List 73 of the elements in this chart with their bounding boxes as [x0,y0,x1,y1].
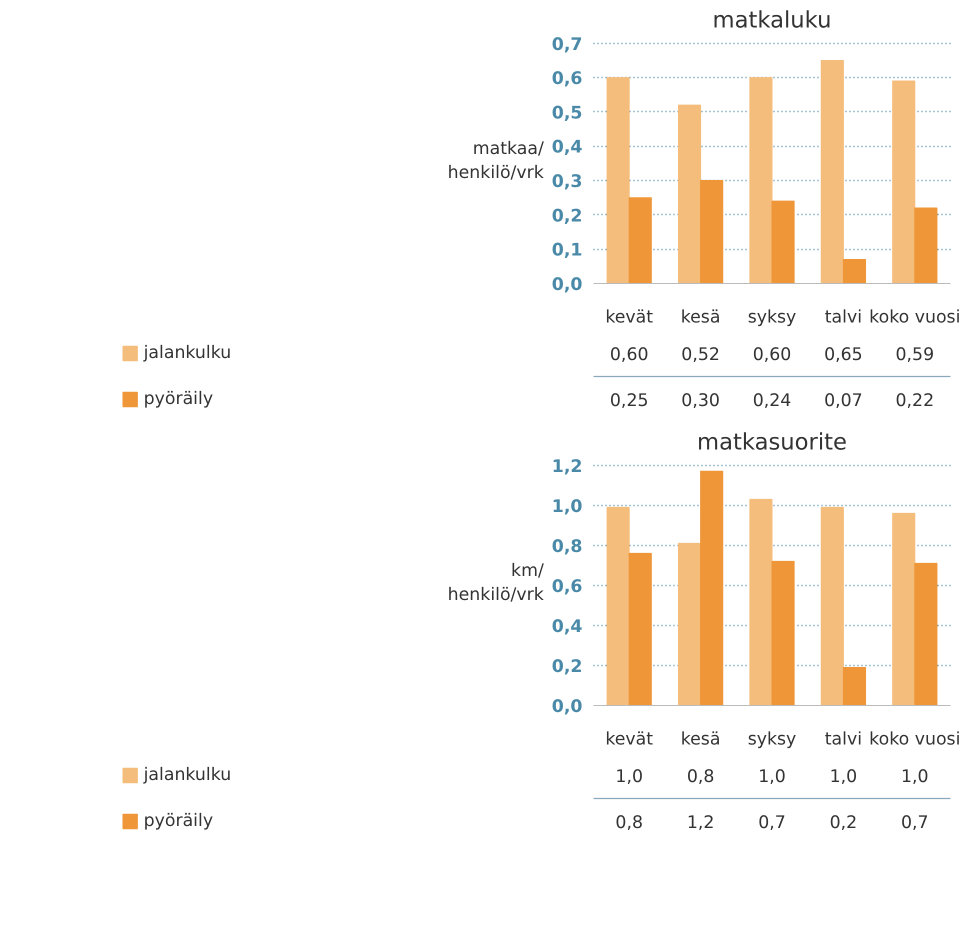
y-tick-label: 0,6 [552,576,583,597]
bar [700,470,724,706]
data-label: 0,8 [615,813,643,833]
data-label: 0,07 [824,391,863,411]
x-tick-label: kesä [680,730,720,750]
x-tick-label: syksy [748,308,796,328]
data-label: 0,7 [901,813,929,833]
y-tick-label: 0,2 [552,206,583,226]
y-tick-label: 0,6 [552,69,583,90]
x-tick-label: syksy [748,730,796,750]
x-tick-label: koko vuosi [869,308,960,328]
bar [772,200,795,284]
data-label: 0,8 [686,767,714,787]
y-tick-label: 0,5 [552,103,583,124]
data-label: 1,0 [830,767,858,787]
x-tick-label: kevät [605,308,654,328]
bar [820,506,844,706]
y-tick-label: 0,7 [552,34,583,55]
bar [892,512,916,706]
bar [842,666,866,706]
data-label: 1,2 [686,813,714,833]
bar [914,562,938,706]
bar [914,208,938,284]
y-tick-label: 0,3 [552,172,583,192]
data-label: 1,0 [901,767,929,787]
data-label: 1,0 [758,767,786,787]
data-label: 0,30 [681,391,720,411]
y-tick-label: 0,8 [552,536,583,557]
data-label: 0,22 [896,391,934,411]
bar [749,77,772,284]
x-tick-label: talvi [824,308,862,328]
x-tick-label: kesä [680,308,720,328]
data-label: 0,25 [610,391,649,411]
bar [628,197,652,284]
y-tick-label: 1,0 [552,496,583,517]
y-tick-label: 1,2 [552,456,583,477]
data-label: 0,52 [681,345,720,365]
y-tick-label: 0,0 [552,697,583,717]
bar [628,552,652,706]
y-tick-label: 0,1 [552,240,583,261]
chart-title: matkasuorite [697,430,847,456]
data-label: 0,24 [752,391,792,411]
x-tick-label: talvi [824,730,862,750]
bar [678,542,702,706]
y-axis-title: matkaa/ henkilö/vrk [448,139,544,183]
bar [892,80,916,284]
bar [749,498,772,706]
bar [820,60,844,284]
data-label: 0,7 [758,813,786,833]
bar [678,104,702,284]
y-tick-label: 0,4 [552,616,583,637]
bar [842,258,866,284]
bar [772,560,795,706]
legend-label: pyöräily [144,811,214,831]
data-label: 0,60 [610,345,649,365]
data-label: 1,0 [615,767,643,787]
y-tick-label: 0,4 [552,138,583,158]
y-axis-title: km/ henkilö/vrk [448,561,544,605]
legend-label: jalankulku [144,343,232,363]
y-tick-label: 0,0 [552,275,583,295]
data-label: 0,60 [752,345,792,365]
legend-label: jalankulku [144,765,232,785]
data-label: 0,2 [830,813,858,833]
bar [606,77,630,284]
x-tick-label: kevät [605,730,654,750]
data-label: 0,59 [896,345,934,365]
chart-title: matkaluku [712,8,832,34]
y-tick-label: 0,2 [552,656,583,677]
bar [700,180,724,284]
bar [606,506,630,706]
data-label: 0,65 [824,345,863,365]
legend-label: pyöräily [144,389,214,409]
x-tick-label: koko vuosi [869,730,960,750]
